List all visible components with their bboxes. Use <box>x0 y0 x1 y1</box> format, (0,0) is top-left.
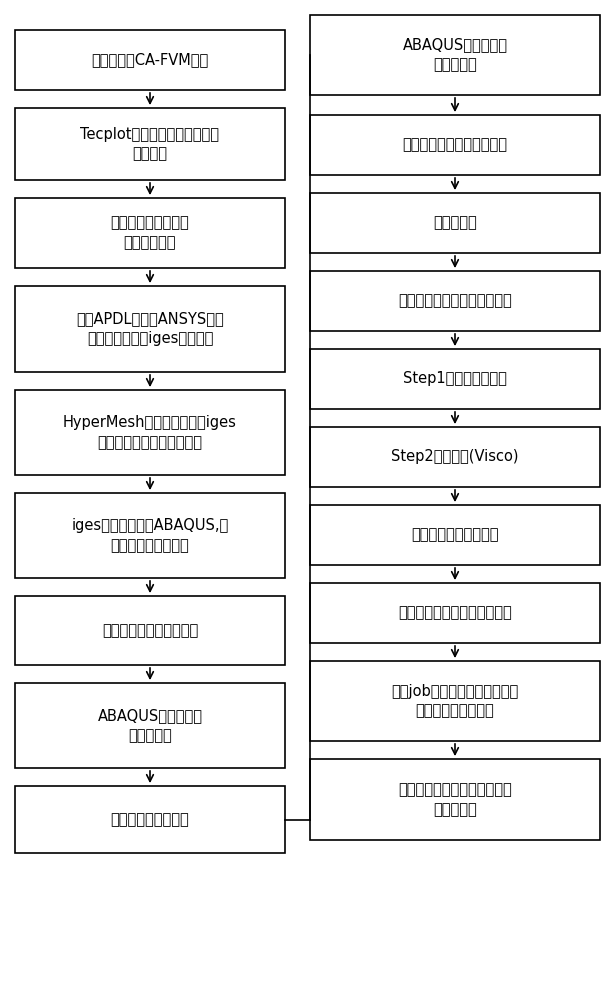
Text: Step1产生初始应力场: Step1产生初始应力场 <box>403 371 507 386</box>
Bar <box>310 505 600 565</box>
Bar <box>310 661 600 741</box>
Bar <box>310 15 600 95</box>
Bar <box>15 596 285 665</box>
Bar <box>15 493 285 578</box>
Bar <box>15 108 285 180</box>
Text: 对柱状晶组织粘塑性变形行为
后处理分析: 对柱状晶组织粘塑性变形行为 后处理分析 <box>398 782 512 817</box>
Text: 创建job，提交计算，采用并行
计算，提高计算效率: 创建job，提交计算，采用并行 计算，提高计算效率 <box>392 684 519 718</box>
Text: Step2蠕变计算(Visco): Step2蠕变计算(Visco) <box>391 450 519 464</box>
Bar <box>15 786 285 853</box>
Text: 编写程序筛选、删除
重复坐标数据: 编写程序筛选、删除 重复坐标数据 <box>111 216 189 250</box>
Bar <box>310 427 600 487</box>
Text: ABAQUS柱状晶组织
有限元模型: ABAQUS柱状晶组织 有限元模型 <box>98 708 202 743</box>
Text: Tecplot软件提取特定固相率下
形貌数据: Tecplot软件提取特定固相率下 形貌数据 <box>81 127 219 161</box>
Bar <box>15 390 285 475</box>
Text: ABAQUS柱状晶组织
粘塑性模型: ABAQUS柱状晶组织 粘塑性模型 <box>403 38 508 72</box>
Text: 位移载荷加载及边界条件设置: 位移载荷加载及边界条件设置 <box>398 605 512 620</box>
Text: 通用静力学分析实现静态加载: 通用静力学分析实现静态加载 <box>398 294 512 308</box>
Bar <box>310 193 600 253</box>
Bar <box>15 30 285 90</box>
Text: iges格式文件导入ABAQUS,虚
拟拓补功能优化模型: iges格式文件导入ABAQUS,虚 拟拓补功能优化模型 <box>71 518 229 553</box>
Text: 采用APDL语言在ANSYS建立
几何模型，导出iges格式文件: 采用APDL语言在ANSYS建立 几何模型，导出iges格式文件 <box>76 312 224 346</box>
Bar <box>15 198 285 268</box>
Bar <box>310 349 600 409</box>
Bar <box>310 271 600 331</box>
Text: 建立通用接触相互作用: 建立通用接触相互作用 <box>411 528 499 542</box>
Bar <box>310 115 600 175</box>
Text: 柱状晶组织粘塑性模型装配: 柱状晶组织粘塑性模型装配 <box>403 137 508 152</box>
Text: 柱状晶生长CA-FVM模型: 柱状晶生长CA-FVM模型 <box>92 52 208 68</box>
Text: 分析步设置: 分析步设置 <box>433 216 477 231</box>
Bar <box>15 683 285 768</box>
Text: HyperMesh格式转换，输出iges
格式文件，提高模型兼容性: HyperMesh格式转换，输出iges 格式文件，提高模型兼容性 <box>63 415 237 450</box>
Text: 粘塑性材料属性设置: 粘塑性材料属性设置 <box>111 812 189 827</box>
Bar <box>310 759 600 840</box>
Text: 网格划分及单元属性设置: 网格划分及单元属性设置 <box>102 623 198 638</box>
Bar <box>310 583 600 643</box>
Bar <box>15 286 285 372</box>
